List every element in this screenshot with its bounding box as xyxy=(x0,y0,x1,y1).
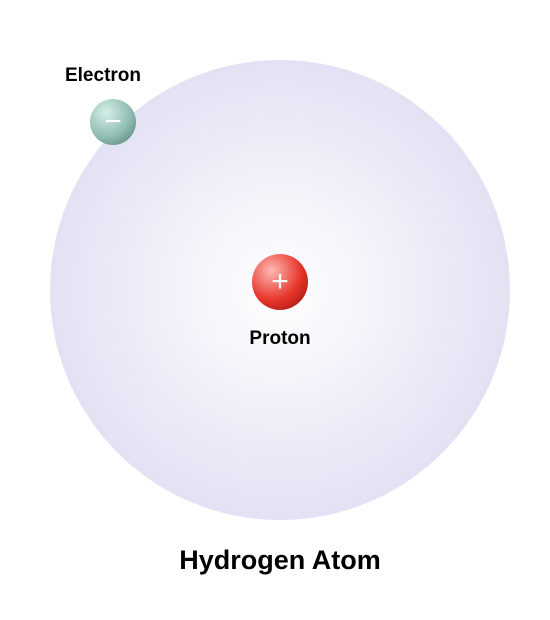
plus-icon: + xyxy=(271,267,289,297)
proton-label: Proton xyxy=(249,328,310,350)
proton-particle: + xyxy=(252,254,308,310)
diagram-title: Hydrogen Atom xyxy=(179,545,381,576)
minus-icon: − xyxy=(104,107,122,137)
electron-particle: − xyxy=(90,99,136,145)
diagram-stage: + Proton − Electron Hydrogen Atom xyxy=(0,0,550,620)
electron-label: Electron xyxy=(65,65,141,87)
